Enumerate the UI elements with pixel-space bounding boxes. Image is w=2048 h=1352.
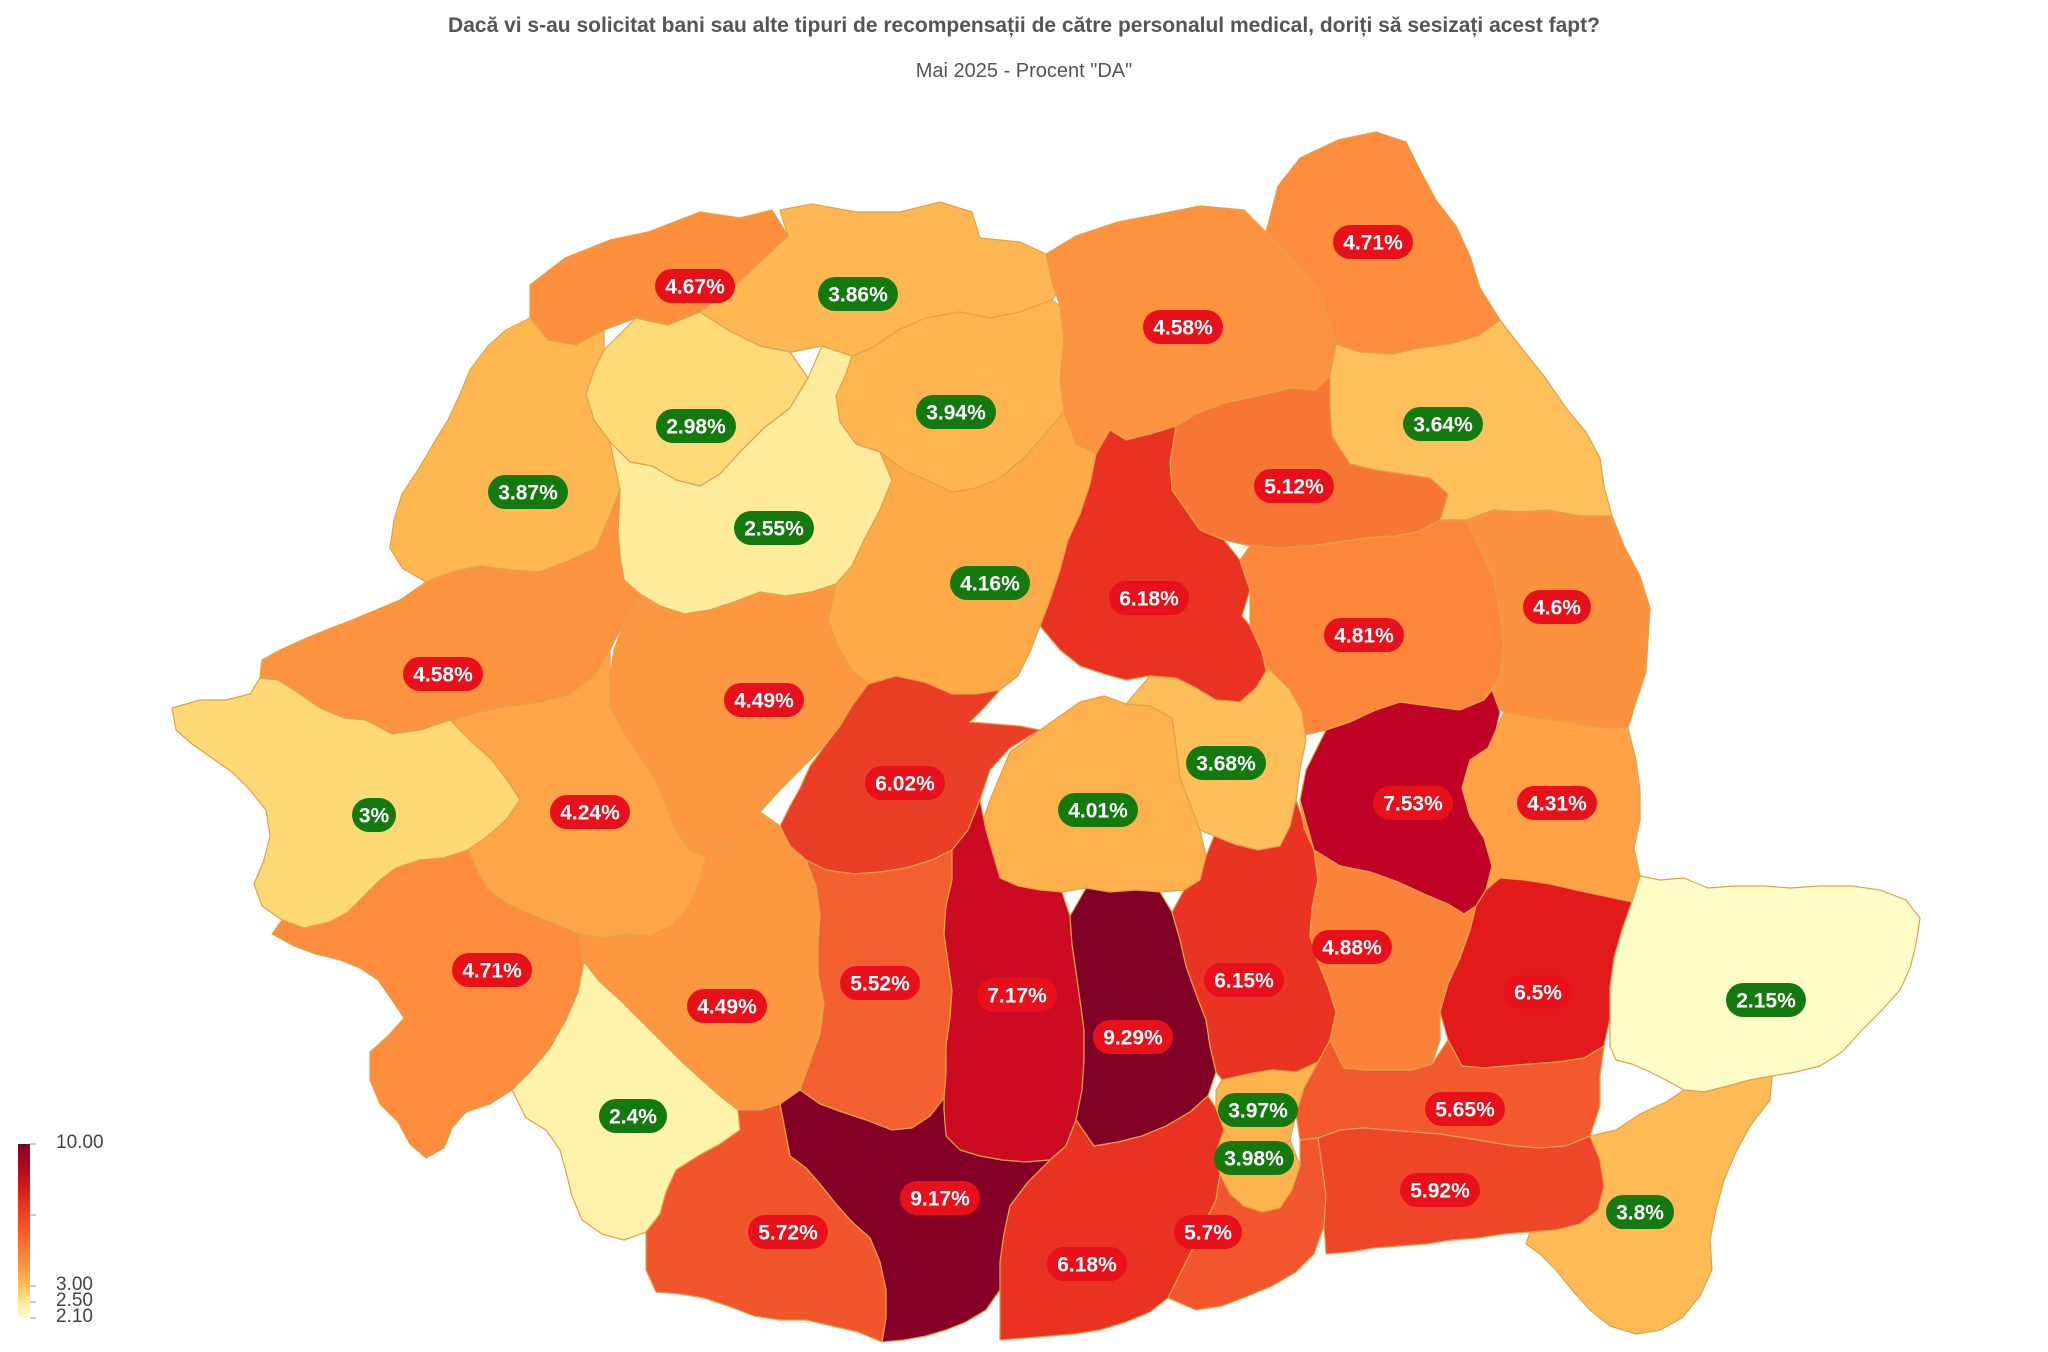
svg-text:3.8%: 3.8% (1616, 1202, 1664, 1225)
value-label-bihor: 3.87% (488, 475, 568, 509)
legend-tick-2-5: 2.50 (56, 1290, 93, 1311)
svg-text:6.18%: 6.18% (1057, 1254, 1117, 1277)
value-label-gorj: 4.49% (687, 989, 767, 1023)
value-label-buzau: 4.88% (1312, 930, 1392, 964)
svg-text:3.87%: 3.87% (498, 482, 558, 505)
svg-text:3.64%: 3.64% (1413, 414, 1473, 437)
svg-text:2.15%: 2.15% (1736, 990, 1796, 1013)
svg-text:4.01%: 4.01% (1068, 800, 1128, 823)
value-label-neamt: 5.12% (1254, 469, 1334, 503)
legend-tick-min: 2.10 (56, 1306, 93, 1327)
value-label-maramures: 3.86% (818, 277, 898, 311)
value-label-satu-mare: 4.67% (655, 269, 735, 303)
value-label-bacau: 4.81% (1324, 618, 1404, 652)
svg-text:2.4%: 2.4% (609, 1106, 657, 1129)
svg-text:4.31%: 4.31% (1527, 793, 1587, 816)
value-label-botosani: 4.71% (1333, 225, 1413, 259)
svg-text:3.86%: 3.86% (828, 284, 888, 307)
svg-text:4.6%: 4.6% (1533, 597, 1581, 620)
svg-text:3%: 3% (359, 805, 390, 828)
value-label-ialomita: 5.65% (1425, 1092, 1505, 1126)
svg-text:6.18%: 6.18% (1119, 588, 1179, 611)
value-label-valcea: 5.52% (840, 966, 920, 1000)
svg-text:4.67%: 4.67% (665, 276, 725, 299)
value-label-galati: 4.31% (1517, 786, 1597, 820)
svg-text:4.58%: 4.58% (1153, 317, 1213, 340)
value-label-arad: 4.58% (403, 657, 483, 691)
svg-text:3.68%: 3.68% (1196, 753, 1256, 776)
svg-text:9.29%: 9.29% (1103, 1027, 1163, 1050)
value-label-salaj: 2.98% (656, 409, 736, 443)
svg-text:4.49%: 4.49% (734, 690, 794, 713)
svg-text:4.49%: 4.49% (697, 996, 757, 1019)
chart-title: Dacă vi s-au solicitat bani sau alte tip… (448, 14, 1600, 37)
svg-text:9.17%: 9.17% (910, 1188, 970, 1211)
svg-text:4.88%: 4.88% (1322, 937, 1382, 960)
value-label-bucuresti: 3.98% (1214, 1141, 1294, 1175)
legend-tick-3: 3.00 (56, 1274, 93, 1295)
svg-text:6.5%: 6.5% (1514, 982, 1562, 1005)
svg-text:5.65%: 5.65% (1435, 1099, 1495, 1122)
value-label-cluj: 2.55% (734, 511, 814, 545)
value-label-iasi: 3.64% (1403, 407, 1483, 441)
svg-text:6.02%: 6.02% (875, 773, 935, 796)
value-label-prahova: 6.15% (1204, 963, 1284, 997)
county-giurgiu[interactable] (1167, 1137, 1327, 1311)
value-label-alba: 4.49% (724, 683, 804, 717)
value-label-arges: 7.17% (977, 978, 1057, 1012)
value-label-timis: 3% (352, 798, 396, 832)
value-label-dolj: 5.72% (748, 1215, 828, 1249)
value-label-dambovita: 9.29% (1093, 1020, 1173, 1054)
svg-text:5.12%: 5.12% (1264, 476, 1324, 499)
svg-text:5.52%: 5.52% (850, 973, 910, 996)
svg-text:5.7%: 5.7% (1184, 1222, 1232, 1245)
svg-text:4.58%: 4.58% (413, 664, 473, 687)
value-label-giurgiu: 5.7% (1174, 1215, 1242, 1249)
svg-text:5.92%: 5.92% (1410, 1180, 1470, 1203)
svg-text:6.15%: 6.15% (1214, 970, 1274, 993)
svg-text:3.94%: 3.94% (926, 402, 986, 425)
svg-text:4.16%: 4.16% (960, 573, 1020, 596)
value-label-bistrita-nasaud: 3.94% (916, 395, 996, 429)
value-label-mures: 4.16% (950, 566, 1030, 600)
value-label-mehedinti: 2.4% (599, 1099, 667, 1133)
svg-text:3.97%: 3.97% (1228, 1100, 1288, 1123)
svg-text:7.17%: 7.17% (987, 985, 1047, 1008)
value-label-covasna: 3.68% (1186, 746, 1266, 780)
svg-text:4.71%: 4.71% (1343, 232, 1403, 255)
svg-text:3.98%: 3.98% (1224, 1148, 1284, 1171)
svg-text:4.24%: 4.24% (560, 802, 620, 825)
value-label-braila: 6.5% (1504, 975, 1572, 1009)
value-label-sibiu: 6.02% (865, 766, 945, 800)
value-label-teleorman: 6.18% (1047, 1247, 1127, 1281)
svg-text:2.98%: 2.98% (666, 416, 726, 439)
svg-text:4.71%: 4.71% (462, 960, 522, 983)
value-label-caras-severin: 4.71% (452, 953, 532, 987)
color-legend: 10.00 3.00 2.50 2.10 (12, 1130, 152, 1330)
value-label-hunedoara: 4.24% (550, 795, 630, 829)
svg-text:7.53%: 7.53% (1383, 793, 1443, 816)
value-label-harghita: 6.18% (1109, 581, 1189, 615)
legend-tick-max: 10.00 (56, 1132, 104, 1153)
value-label-tulcea: 2.15% (1726, 983, 1806, 1017)
county-bihor[interactable] (389, 317, 631, 583)
svg-text:4.81%: 4.81% (1334, 625, 1394, 648)
value-label-calarasi: 5.92% (1400, 1173, 1480, 1207)
value-label-vrancea: 7.53% (1373, 786, 1453, 820)
value-label-ilfov: 3.97% (1218, 1093, 1298, 1127)
chart-subtitle: Mai 2025 - Procent "DA" (915, 60, 1133, 82)
value-label-vaslui: 4.6% (1523, 590, 1591, 624)
value-label-olt: 9.17% (900, 1181, 980, 1215)
value-label-brasov: 4.01% (1058, 793, 1138, 827)
value-label-constanta: 3.8% (1606, 1195, 1674, 1229)
svg-text:5.72%: 5.72% (758, 1222, 818, 1245)
value-label-suceava: 4.58% (1143, 310, 1223, 344)
svg-text:2.55%: 2.55% (744, 518, 804, 541)
legend-color-bar (18, 1143, 36, 1319)
